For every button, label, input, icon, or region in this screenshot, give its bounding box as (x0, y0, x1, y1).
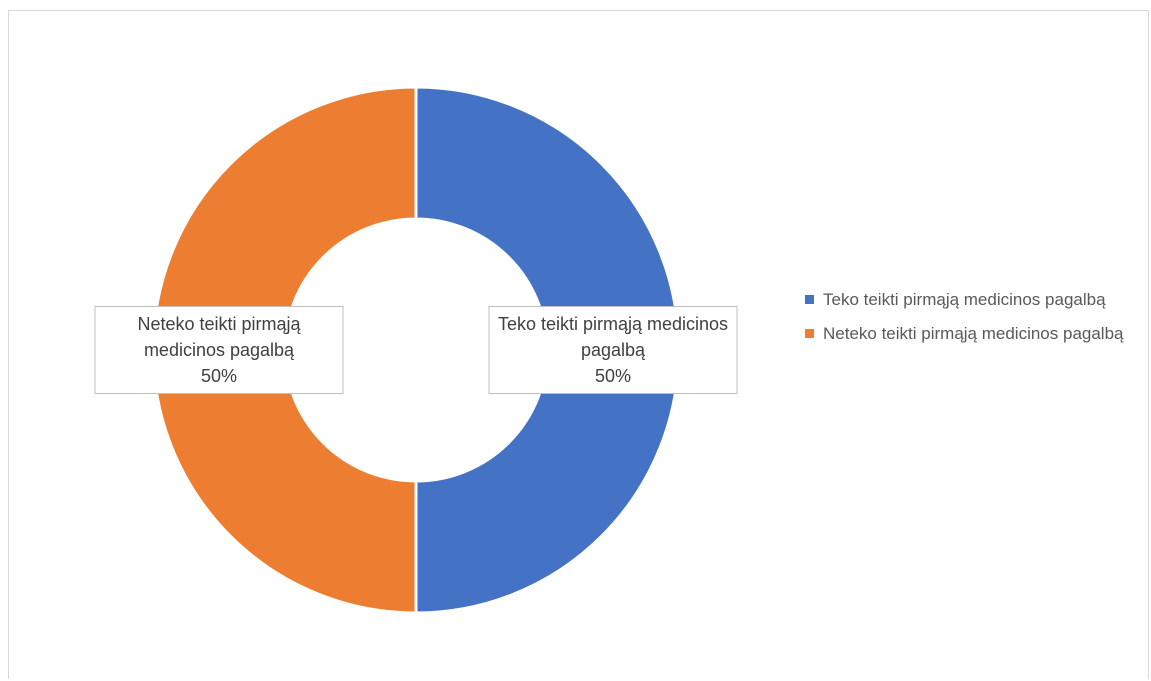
legend: Teko teikti pirmąją medicinos pagalbą Net… (805, 287, 1150, 355)
legend-swatch (805, 329, 814, 338)
chart-frame (8, 10, 1149, 679)
data-label: Neteko teikti pirmąją medicinos pagalbą 5… (94, 306, 344, 394)
legend-item: Teko teikti pirmąją medicinos pagalbą (805, 287, 1150, 313)
data-label-category: Teko teikti pirmąją medicinos pagalbą (497, 314, 729, 360)
legend-item: Neteko teikti pirmąją medicinos pagalbą (805, 321, 1150, 347)
data-label-value: 50% (594, 366, 632, 386)
data-label-value: 50% (200, 366, 238, 386)
legend-label: Teko teikti pirmąją medicinos pagalbą (823, 290, 1106, 309)
legend-label: Neteko teikti pirmąją medicinos pagalbą (823, 324, 1124, 343)
data-label: Teko teikti pirmąją medicinos pagalbą 50% (488, 306, 738, 394)
legend-swatch (805, 295, 814, 304)
data-label-category: Neteko teikti pirmąją medicinos pagalbą (137, 314, 301, 360)
